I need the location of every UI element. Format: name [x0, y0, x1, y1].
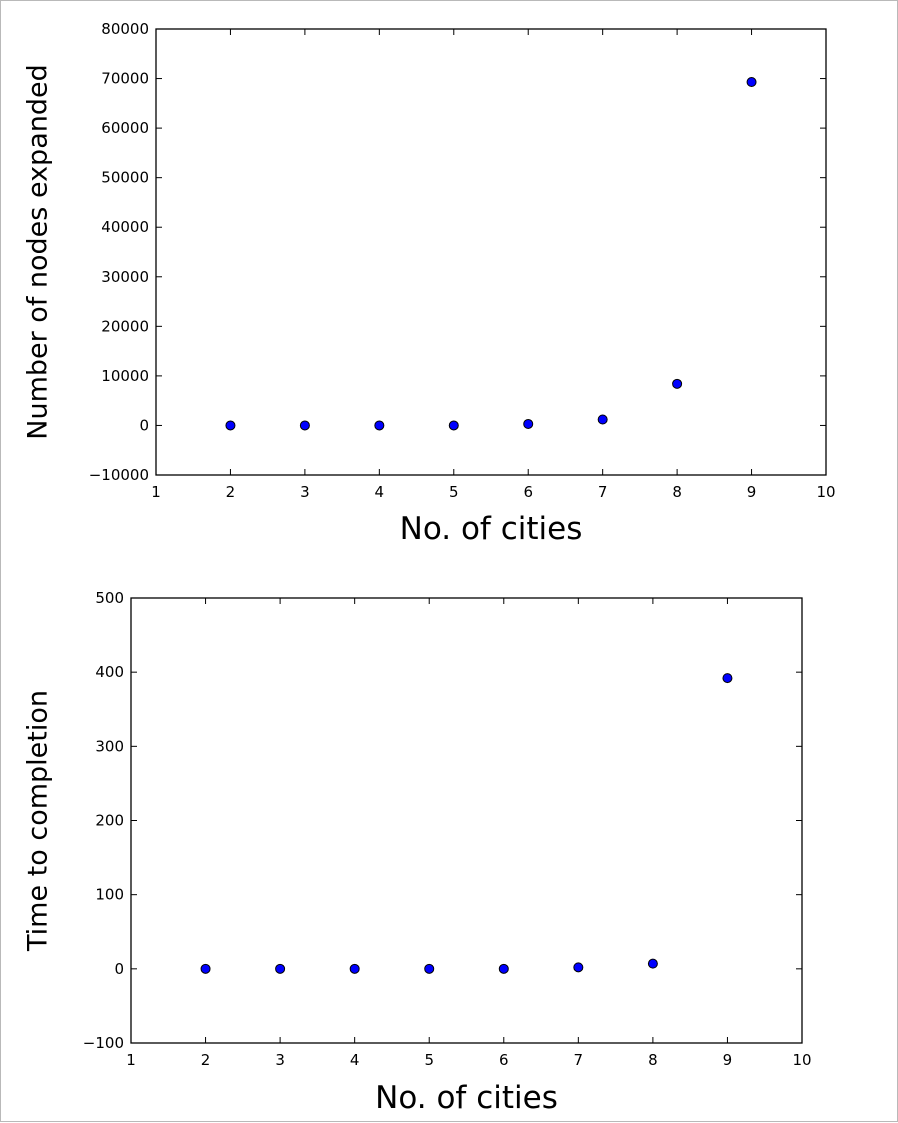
data-point	[647, 958, 658, 969]
x-tick-label: 5	[424, 1051, 434, 1069]
y-tick-label: −100	[83, 1034, 124, 1052]
data-point	[225, 420, 236, 431]
y-tick-label: 50000	[101, 169, 149, 187]
x-tick-label: 7	[598, 483, 608, 501]
x-tick-label: 2	[226, 483, 236, 501]
data-point	[299, 420, 310, 431]
data-point	[448, 420, 459, 431]
chart-1: 1 2 3 4 5 6 7 8 9 10 −10000 0 10000 20000 30000 40000 50…	[23, 20, 836, 547]
x-tick-label: 3	[275, 1051, 285, 1069]
y-tick-label: 0	[114, 960, 124, 978]
data-point	[597, 414, 608, 425]
x-tick-label: 2	[201, 1051, 211, 1069]
x-tick-label: 1	[151, 483, 161, 501]
y-tick-label: 20000	[101, 317, 149, 335]
x-tick-label: 10	[792, 1051, 811, 1069]
y-tick-label: 30000	[101, 268, 149, 286]
x-tick-label: 9	[747, 483, 757, 501]
y-tick-label: 200	[95, 812, 124, 830]
data-point	[746, 77, 757, 88]
x-tick-label: 4	[375, 483, 385, 501]
y-tick-label: 400	[95, 663, 124, 681]
data-point	[424, 963, 435, 974]
x-tick-label: 7	[574, 1051, 584, 1069]
x-axis-label: No. of cities	[400, 511, 583, 547]
chart-2: 1 2 3 4 5 6 7 8 9 10 −100 0 100 200 300 400 500 No. of ci…	[23, 589, 812, 1116]
y-tick-label: 70000	[101, 70, 149, 88]
x-tick-label: 9	[723, 1051, 733, 1069]
data-point	[722, 673, 733, 684]
y-tick-label: 40000	[101, 218, 149, 236]
data-point	[523, 418, 534, 429]
x-tick-label: 6	[499, 1051, 509, 1069]
x-tick-label: 1	[126, 1051, 136, 1069]
data-point	[374, 420, 385, 431]
plot-area-frame	[155, 28, 827, 476]
data-point	[672, 378, 683, 389]
y-axis-label: Time to completion	[23, 690, 54, 952]
y-tick-label: 10000	[101, 367, 149, 385]
data-point	[275, 963, 286, 974]
y-tick-label: 100	[95, 886, 124, 904]
y-axis-label: Number of nodes expanded	[23, 64, 54, 439]
y-tick-label: 0	[139, 416, 149, 434]
x-tick-label: 6	[523, 483, 533, 501]
data-point	[200, 963, 211, 974]
x-tick-label: 10	[816, 483, 835, 501]
y-tick-label: 60000	[101, 119, 149, 137]
plot-area-frame	[130, 597, 803, 1044]
x-tick-label: 3	[300, 483, 310, 501]
x-tick-label: 8	[672, 483, 682, 501]
y-tick-label: −10000	[89, 466, 149, 484]
data-point	[573, 962, 584, 973]
x-axis-label: No. of cities	[375, 1080, 558, 1116]
x-tick-label: 4	[350, 1051, 360, 1069]
y-tick-label: 80000	[101, 20, 149, 38]
data-point	[498, 963, 509, 974]
x-tick-label: 5	[449, 483, 459, 501]
data-point	[349, 963, 360, 974]
y-tick-label: 500	[95, 589, 124, 607]
y-tick-label: 300	[95, 737, 124, 755]
x-tick-label: 8	[648, 1051, 658, 1069]
